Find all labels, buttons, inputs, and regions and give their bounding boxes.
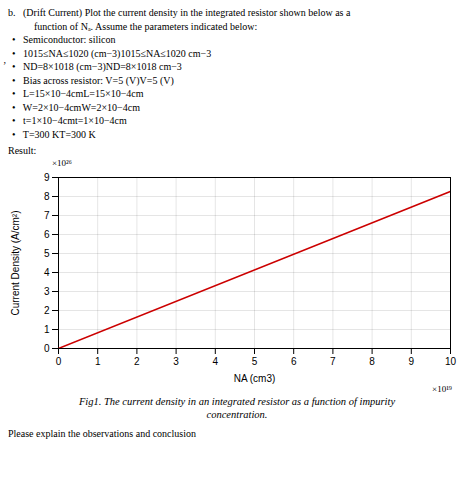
svg-text:3: 3 bbox=[44, 285, 50, 296]
svg-text:0: 0 bbox=[56, 355, 62, 366]
html-text:Fig1. The current density in a: Fig1. The current density in an integrat… bbox=[78, 395, 396, 407]
svg-text:3: 3 bbox=[173, 355, 179, 366]
svg-text:4: 4 bbox=[213, 355, 219, 366]
svg-text:6: 6 bbox=[44, 228, 50, 239]
svg-text:8: 8 bbox=[44, 190, 50, 201]
svg-text:NA (cm3): NA (cm3) bbox=[234, 372, 276, 383]
svg-text:1: 1 bbox=[95, 355, 101, 366]
svg-text:2: 2 bbox=[44, 304, 50, 315]
html-text:• W=2×10−4cmW=2×10−4cm: • W=2×10−4cmW=2×10−4cm bbox=[12, 101, 140, 113]
html-text:• Bias across resistor: V=5 (V: • Bias across resistor: V=5 (V)V=5 (V) bbox=[12, 74, 174, 86]
svg-text:Current Density (A/cm²): Current Density (A/cm²) bbox=[10, 210, 21, 315]
svg-text:8: 8 bbox=[369, 355, 375, 366]
html-text:• ND=8×1018 (cm−3)ND=8×1018 cm: • ND=8×1018 (cm−3)ND=8×1018 cm−3 bbox=[12, 61, 182, 72]
html-text:• L=15×10−4cmL=15×10−4cm: • L=15×10−4cmL=15×10−4cm bbox=[12, 88, 144, 99]
svg-text:9: 9 bbox=[409, 355, 415, 366]
html-text:×10²⁶: ×10²⁶ bbox=[52, 157, 72, 168]
html-text:• Semiconductor: silicon: • Semiconductor: silicon bbox=[12, 34, 116, 45]
svg-text:4: 4 bbox=[44, 266, 50, 277]
html-text:function of Nₐ. Assume the par: function of Nₐ. Assume the parameters in… bbox=[34, 20, 258, 32]
svg-text:10: 10 bbox=[445, 355, 457, 366]
svg-text:9: 9 bbox=[44, 171, 50, 182]
html-text:Please explain the observation: Please explain the observations and conc… bbox=[8, 427, 196, 439]
svg-text:1: 1 bbox=[44, 323, 50, 334]
html-text:• 1015≤NA≤1020 (cm−3)1015≤NA≤1: • 1015≤NA≤1020 (cm−3)1015≤NA≤1020 cm−3 bbox=[12, 47, 212, 59]
svg-text:2: 2 bbox=[134, 355, 140, 366]
svg-text:0: 0 bbox=[44, 342, 50, 353]
svg-text:7: 7 bbox=[44, 209, 50, 220]
html-text:• T=300 KT=300 K: • T=300 KT=300 K bbox=[12, 128, 96, 140]
html-text:• t=1×10−4cmt=1×10−4cm: • t=1×10−4cmt=1×10−4cm bbox=[12, 115, 127, 126]
html-text:Result:: Result: bbox=[8, 145, 37, 156]
html-text:concentration.: concentration. bbox=[206, 408, 268, 420]
svg-text:5: 5 bbox=[44, 247, 50, 258]
svg-text:6: 6 bbox=[291, 355, 297, 366]
html-text:×10¹⁹: ×10¹⁹ bbox=[432, 383, 452, 394]
html-text:b. (Drift Current) Plot the cu: b. (Drift Current) Plot the current dens… bbox=[8, 7, 351, 18]
svg-text:5: 5 bbox=[252, 355, 258, 366]
svg-text:7: 7 bbox=[330, 355, 336, 366]
